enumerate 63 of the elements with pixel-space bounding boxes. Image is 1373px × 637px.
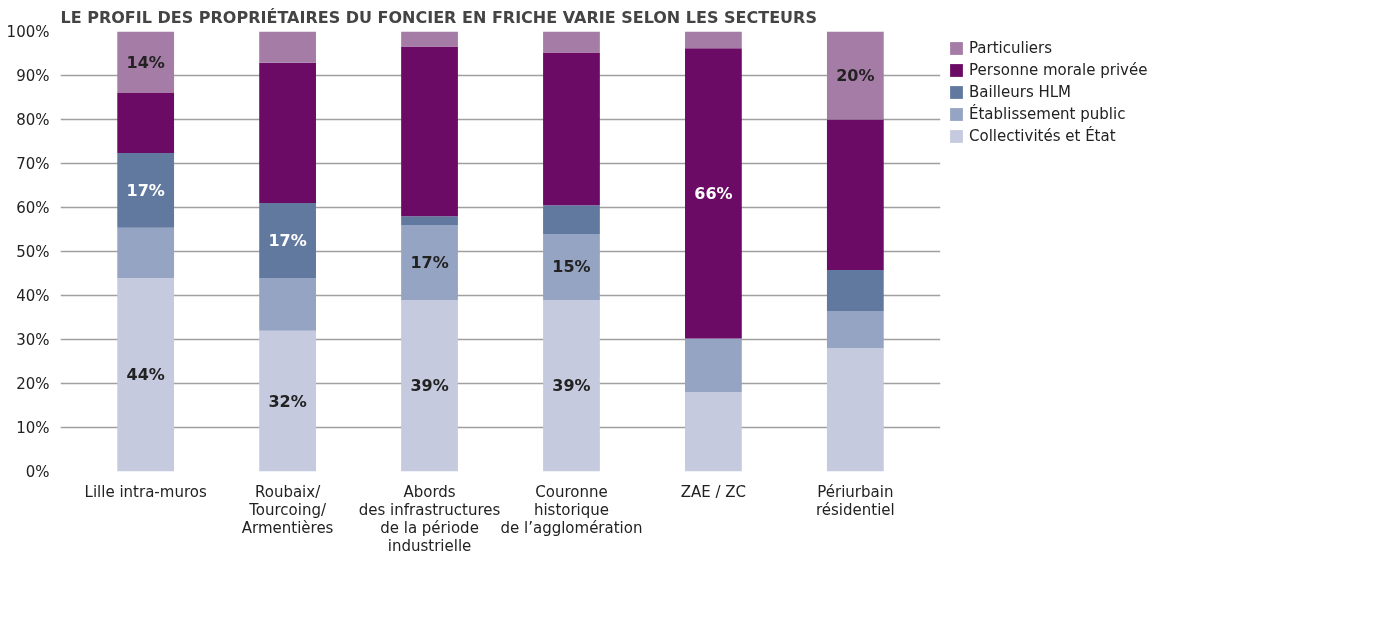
bar [117, 93, 175, 153]
bar [259, 330, 316, 472]
x-tick-label: ZAE / ZC [680, 482, 747, 501]
bar [543, 233, 600, 300]
y-tick-label: 0% [25, 462, 50, 481]
y-tick-label: 80% [16, 110, 50, 129]
data-label: 17% [268, 231, 307, 250]
bar [826, 31, 884, 120]
bar [117, 31, 175, 94]
bar [259, 277, 316, 331]
bar [401, 31, 458, 47]
bar [685, 48, 742, 339]
bar [826, 348, 884, 472]
bar [117, 152, 175, 228]
y-tick-label: 50% [16, 242, 50, 261]
bar [401, 46, 458, 217]
legend-label: Collectivités et État [969, 127, 1116, 145]
bar [685, 338, 742, 393]
legend-label: Particuliers [969, 39, 1053, 57]
data-label: 14% [126, 52, 165, 72]
bar [259, 203, 316, 278]
data-label: 20% [836, 66, 875, 85]
bar [259, 62, 316, 204]
bar [543, 52, 600, 206]
x-tick-label: Couronne historique de l’agglomération [500, 482, 643, 537]
data-label: 15% [552, 257, 591, 277]
y-tick-label: 70% [16, 154, 50, 173]
bar [401, 299, 458, 472]
legend-label: Personne morale privée [969, 61, 1148, 79]
data-label: 44% [126, 365, 165, 385]
data-label: 17% [126, 180, 165, 200]
bar [826, 269, 884, 311]
y-tick-label: 10% [16, 418, 50, 437]
data-label: 17% [410, 253, 449, 272]
y-tick-label: 40% [16, 286, 50, 305]
bar [685, 392, 742, 472]
data-label: 32% [268, 391, 307, 411]
data-label: 39% [410, 376, 449, 396]
bar [543, 299, 600, 472]
bar [826, 119, 884, 270]
bar [259, 31, 316, 63]
bar [401, 225, 458, 300]
y-tick-label: 60% [16, 198, 50, 217]
bar [826, 310, 884, 349]
legend-label: Bailleurs HLM [969, 83, 1072, 101]
bar [401, 216, 458, 226]
y-tick-label: 100% [6, 22, 50, 41]
y-tick-label: 90% [16, 66, 50, 85]
bar [117, 277, 175, 472]
bar [543, 205, 600, 234]
y-tick-label: 20% [16, 374, 50, 393]
y-tick-label: 30% [16, 330, 50, 349]
data-label: 66% [694, 183, 733, 203]
chart-title: LE PROFIL DES PROPRIÉTAIRES DU FONCIER EN FRICHE VARIE SELON LES SECTEURS [60, 7, 817, 27]
x-tick-label: Périurbain résidentiel [815, 482, 895, 519]
x-tick-label: Roubaix/ Tourcoing/ Armentières [241, 482, 334, 537]
bar [117, 227, 175, 278]
data-label: 39% [552, 376, 591, 396]
bar [685, 31, 742, 49]
bar [543, 31, 600, 53]
legend-label: Établissement public [969, 105, 1126, 123]
x-tick-label: Abords des infrastructures de la période industrielle [358, 482, 501, 555]
x-tick-label: Lille intra-muros [84, 482, 207, 501]
